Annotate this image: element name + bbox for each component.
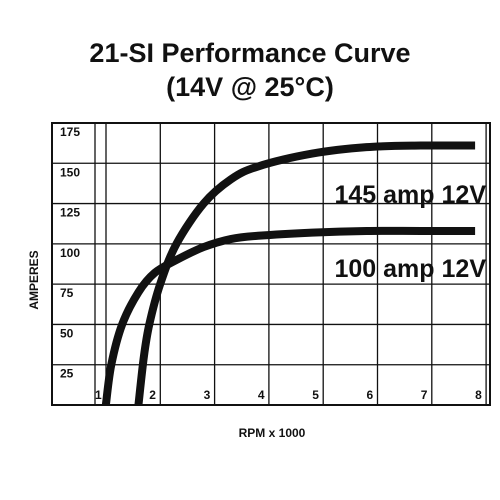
x-tick-label: 6 (367, 388, 374, 402)
x-tick-label: 8 (475, 388, 482, 402)
y-tick-label: 125 (60, 206, 80, 220)
x-tick-label: 1 (95, 388, 102, 402)
y-tick-label: 50 (60, 326, 74, 340)
plot-border (51, 122, 491, 406)
y-tick-label: 175 (60, 125, 80, 139)
y-tick-label: 75 (60, 286, 74, 300)
chart-subtitle: (14V @ 25°C) (166, 72, 334, 102)
x-tick-label: 5 (312, 388, 319, 402)
y-axis-label: AMPERES (27, 250, 41, 309)
y-tick-label: 150 (60, 165, 80, 179)
x-axis-label: RPM x 1000 (239, 426, 306, 440)
series-line-0 (134, 141, 476, 406)
x-tick-label: 7 (421, 388, 428, 402)
series-line-1 (101, 226, 476, 406)
x-tick-label: 2 (149, 388, 156, 402)
y-tick-label: 25 (60, 367, 74, 381)
series-label-100-amp: 100 amp 12V (335, 255, 487, 283)
series-label-145-amp: 145 amp 12V (335, 181, 487, 209)
chart-title: 21-SI Performance Curve (89, 38, 411, 68)
x-tick-label: 3 (204, 388, 211, 402)
y-tick-label: 100 (60, 246, 80, 260)
x-tick-label: 4 (258, 388, 265, 402)
